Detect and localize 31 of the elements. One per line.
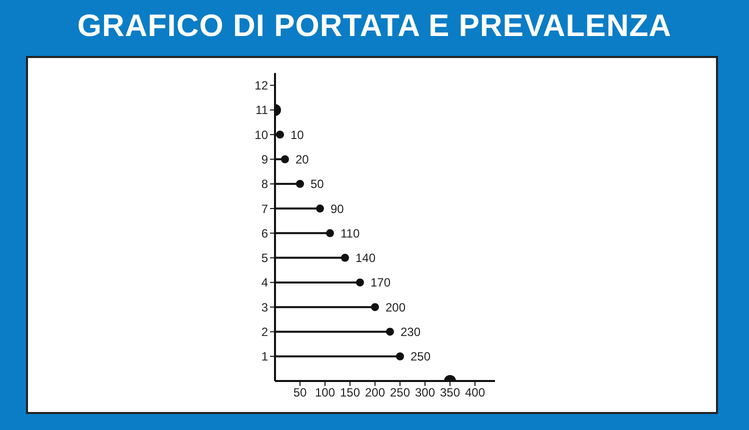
y-tick-label: 4 [261,276,268,290]
x-tick-label: 250 [390,386,410,400]
data-label: 250 [410,350,431,364]
y-tick-label: 10 [254,128,268,142]
y-tick-label: 2 [261,324,268,339]
x-tick-label: 350 [440,386,460,400]
data-label: 90 [330,202,344,216]
x-tick-label: 100 [314,386,336,400]
x-tick-label: 150 [340,386,360,400]
y-tick-label: 8 [261,177,268,192]
y-tick-label: 12 [254,78,268,93]
x-tick-label: 300 [414,386,436,400]
y-tick-label: 6 [261,226,268,240]
data-label: 110 [340,226,360,240]
data-label: 230 [400,324,421,339]
data-label: 20 [296,152,310,166]
y-tick-label: 11 [256,103,268,118]
y-tick-label: 5 [261,251,268,266]
x-tick-label: 50 [293,386,307,400]
y-tick-label: 3 [261,300,268,314]
data-label: 140 [356,251,376,266]
y-tick-label: 7 [261,202,268,216]
y-tick-label: 1 [261,350,268,364]
chart-title: GRAFICO DI PORTATA E PREVALENZA [76,8,673,44]
x-tick-label: 400 [464,386,486,400]
data-label: 10 [290,128,304,142]
data-label: 170 [370,276,391,290]
data-label: 200 [386,300,406,314]
data-label: 50 [310,177,324,192]
y-tick-label: 9 [261,152,268,166]
x-tick-label: 200 [364,386,386,400]
